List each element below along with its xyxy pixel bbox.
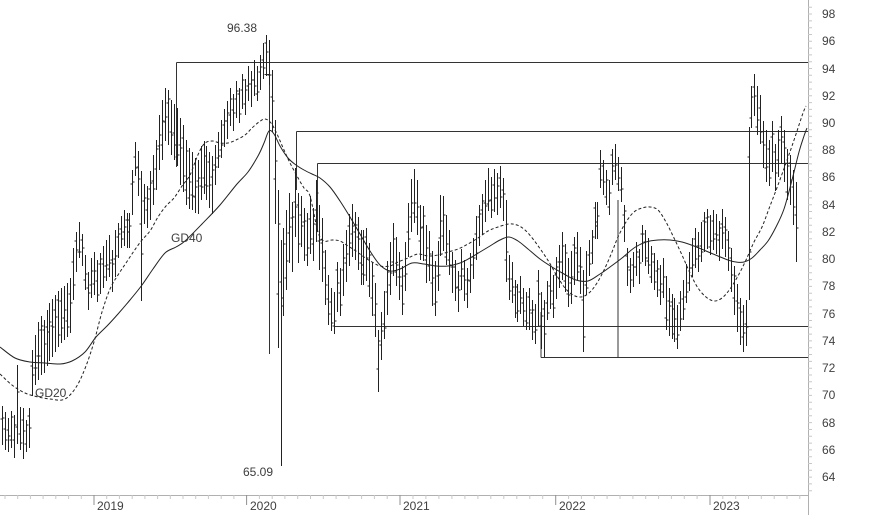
svg-text:72: 72: [822, 361, 836, 375]
svg-text:68: 68: [822, 416, 836, 430]
svg-text:70: 70: [822, 388, 836, 402]
svg-text:86: 86: [822, 170, 836, 184]
svg-text:2019: 2019: [97, 499, 124, 513]
svg-text:2021: 2021: [403, 499, 430, 513]
svg-text:98: 98: [822, 7, 836, 21]
svg-text:94: 94: [822, 62, 836, 76]
svg-text:74: 74: [822, 334, 836, 348]
svg-text:76: 76: [822, 307, 836, 321]
svg-text:80: 80: [822, 252, 836, 266]
svg-text:65.09: 65.09: [243, 465, 273, 479]
svg-text:96: 96: [822, 34, 836, 48]
svg-text:66: 66: [822, 443, 836, 457]
svg-text:90: 90: [822, 116, 836, 130]
svg-text:2020: 2020: [250, 499, 277, 513]
svg-text:64: 64: [822, 470, 836, 484]
svg-text:82: 82: [822, 225, 836, 239]
svg-text:96.38: 96.38: [227, 21, 257, 35]
svg-text:78: 78: [822, 279, 836, 293]
svg-text:2022: 2022: [559, 499, 586, 513]
svg-text:92: 92: [822, 89, 836, 103]
svg-text:GD20: GD20: [35, 386, 67, 400]
svg-text:GD40: GD40: [171, 231, 203, 245]
svg-text:2023: 2023: [713, 499, 740, 513]
svg-text:84: 84: [822, 198, 836, 212]
svg-text:88: 88: [822, 143, 836, 157]
